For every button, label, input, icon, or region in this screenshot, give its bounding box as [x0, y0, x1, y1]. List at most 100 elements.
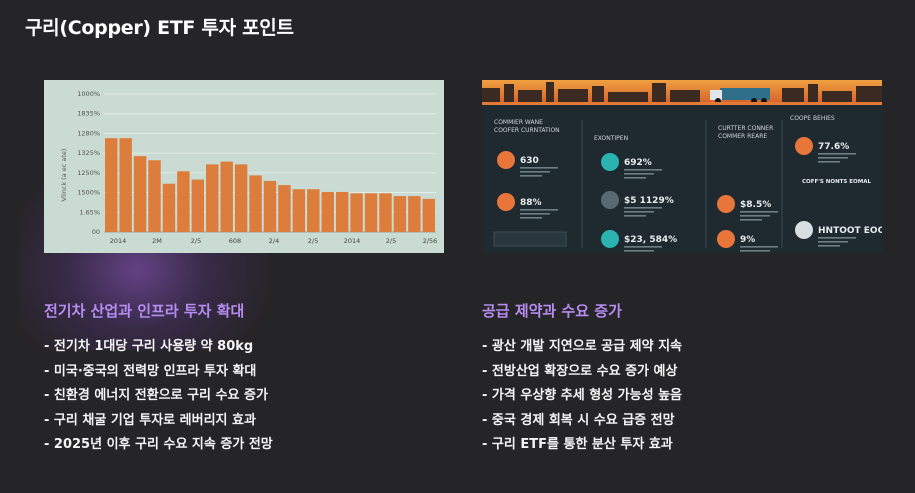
left-section-heading: 전기차 산업과 인프라 투자 확대: [44, 302, 245, 320]
placeholder-text-line: [624, 215, 646, 217]
bar: [379, 193, 392, 232]
exchange-icon: [717, 230, 735, 248]
page-title: 구리(Copper) ETF 투자 포인트: [25, 17, 294, 39]
y-axis-label: Vlinck (a ec ate): [60, 149, 68, 202]
placeholder-text-line: [818, 161, 840, 163]
bar: [350, 193, 363, 232]
y-tick-label: 1500%: [77, 189, 100, 197]
placeholder-text-line: [818, 153, 856, 155]
x-tick-label: 2M: [152, 237, 162, 245]
placeholder-text-line: [818, 241, 848, 243]
right-bullet-list: - 광산 개발 지연으로 공급 제약 지속 - 전방산업 확장으로 수요 증가 …: [482, 335, 862, 458]
medal-icon: [717, 195, 735, 213]
list-item: - 미국·중국의 전력망 인프라 투자 확대: [44, 363, 257, 379]
col-title-1: EXONTIPEN: [594, 135, 628, 142]
bar: [119, 138, 132, 232]
infographic-label: COFF'S NONTS EOMAL: [802, 179, 871, 185]
placeholder-text-line: [740, 211, 778, 213]
bar: [335, 191, 349, 232]
placeholder-text-line: [740, 250, 770, 252]
placeholder-text-line: [624, 169, 662, 171]
bar: [206, 164, 219, 232]
infographic-svg: COMMIER WANE COOFER CURNTATION EXONTIPEN…: [482, 80, 882, 253]
x-tick-label: 2014: [344, 237, 361, 245]
placeholder-text-line: [818, 157, 848, 159]
infographic-label: $23, 584%: [624, 235, 677, 245]
y-tick-label: 1000%: [77, 90, 100, 98]
left-bullet-list: - 전기차 1대당 구리 사용량 약 80kg - 미국·중국의 전력망 인프라…: [44, 335, 424, 458]
bar: [307, 189, 320, 232]
infographic-label: 88%: [520, 198, 542, 208]
infographic-label: 630: [520, 156, 539, 166]
x-tick-label: 2/5: [308, 237, 318, 245]
list-item: - 중국 경제 회복 시 수요 급증 전망: [482, 412, 675, 428]
bar: [105, 138, 118, 232]
placeholder-text-line: [740, 246, 778, 248]
bar: [292, 189, 306, 232]
x-tick-label: 2/5: [191, 237, 201, 245]
left-section: 전기차 산업과 인프라 투자 확대 - 전기차 1대당 구리 사용량 약 80k…: [44, 300, 424, 458]
infographic-label: HNTOOT EOOMNO: [818, 226, 882, 236]
mountain-icon: [795, 137, 813, 155]
y-tick-label: 1250%: [77, 169, 100, 177]
bar-chart-image: 1000% 1835% 1280% 1325% 1250% 1500% 1.65% 00 20…: [44, 80, 444, 253]
y-tick-label: 1835%: [77, 110, 100, 118]
list-item: - 가격 우상향 추세 형성 가능성 높음: [482, 388, 682, 403]
right-section-heading: 공급 제약과 수요 증가: [482, 302, 622, 320]
list-item: - 구리 채굴 기업 투자로 레버리지 효과: [44, 412, 256, 428]
y-tick-label: 1325%: [77, 149, 100, 157]
infographic-label: 77.6%: [818, 142, 849, 152]
placeholder-text-line: [624, 177, 646, 179]
bar: [278, 185, 291, 232]
placeholder-text-line: [624, 207, 662, 209]
placeholder-text-line: [624, 211, 654, 213]
placeholder-text-line: [740, 219, 762, 221]
bar: [191, 179, 205, 232]
col-title-2a: CURTTER CONNER: [718, 125, 773, 132]
banner-stripe: [482, 102, 882, 105]
infographic-label: 9%: [740, 235, 755, 245]
placeholder-text-line: [624, 250, 654, 252]
x-tick-label: 608: [229, 237, 241, 245]
bar: [422, 198, 435, 232]
bar: [177, 171, 190, 232]
y-tick-label: 1280%: [77, 129, 100, 137]
bar: [220, 161, 233, 232]
list-item: - 전기차 1대당 구리 사용량 약 80kg: [44, 339, 254, 354]
placeholder-text-line: [818, 237, 856, 239]
placeholder-text-line: [740, 215, 770, 217]
placeholder-text-line: [520, 171, 550, 173]
placeholder-text-line: [520, 175, 542, 177]
globe-icon: [601, 153, 619, 171]
placeholder-text-line: [818, 245, 840, 247]
col-title-3: COOPE BEHIES: [790, 115, 835, 122]
infographic-label: $5 1129%: [624, 196, 674, 206]
list-item: - 구리 ETF를 통한 분산 투자 효과: [482, 437, 673, 452]
infographic-background: [482, 80, 882, 253]
bar-chart-svg: 1000% 1835% 1280% 1325% 1250% 1500% 1.65% 00 20…: [44, 80, 444, 253]
bar: [162, 183, 176, 232]
y-tick-label: 00: [92, 228, 100, 236]
x-tick-label: 2/5: [386, 237, 396, 245]
placeholder-text-line: [520, 167, 558, 169]
doc-icon: [497, 151, 515, 169]
list-item: - 전방산업 확장으로 수요 증가 예상: [482, 363, 678, 379]
hand-icon: [601, 191, 619, 209]
folder-icon: [795, 221, 813, 239]
bar: [364, 193, 378, 232]
bar: [321, 191, 334, 232]
bar: [263, 180, 277, 232]
bar: [234, 164, 248, 232]
placeholder-text-line: [520, 209, 558, 211]
person-icon: [601, 230, 619, 248]
y-tick-label: 1.65%: [79, 208, 100, 216]
factory-silhouette: [482, 82, 882, 104]
placeholder-text-line: [520, 213, 550, 215]
infographic-heading-2: COOFER CURNTATION: [494, 127, 560, 134]
col-title-2b: COMMER REARE: [718, 133, 767, 140]
info-card: [493, 231, 567, 247]
infographic-label: $8.5%: [740, 200, 771, 210]
list-item: - 2025년 이후 구리 수요 지속 증가 전망: [44, 437, 273, 452]
bar: [133, 156, 147, 232]
placeholder-text-line: [624, 173, 654, 175]
